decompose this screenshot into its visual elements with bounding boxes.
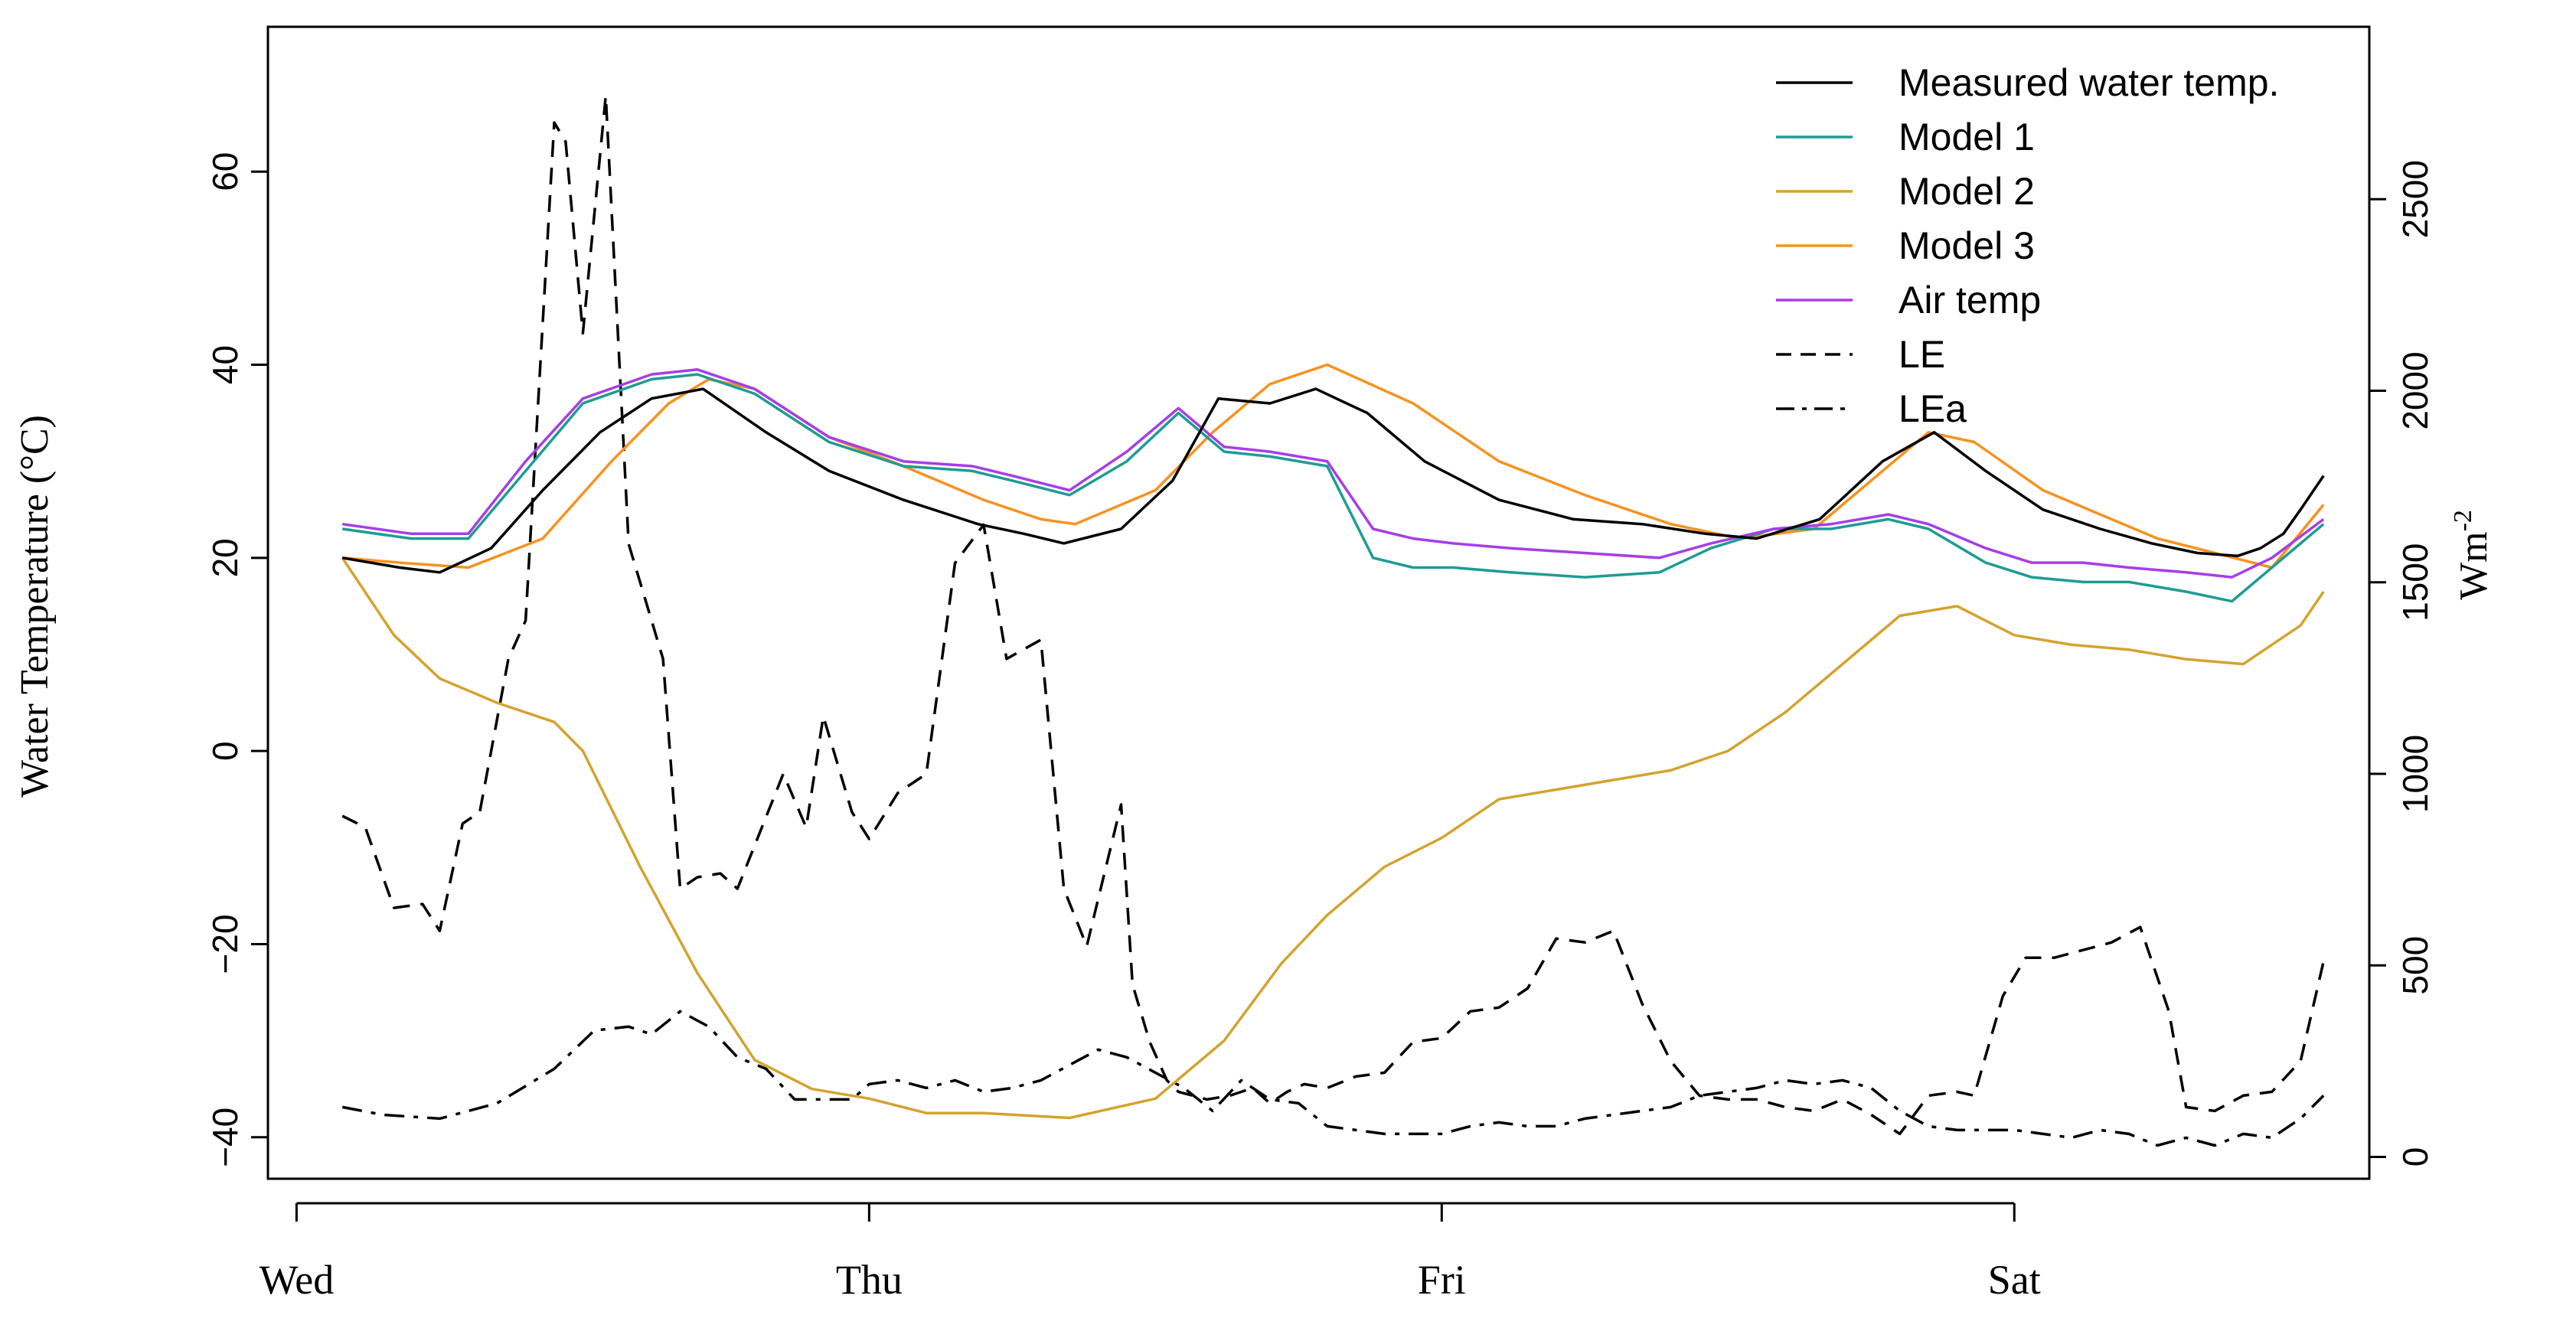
right-tick-label: 500 xyxy=(2395,936,2435,995)
right-tick-label: 2500 xyxy=(2395,160,2435,238)
right-tick-label: 1000 xyxy=(2395,735,2435,813)
x-axis: Wed Thu Fri Sat xyxy=(260,1202,2041,1303)
right-tick-label: 2000 xyxy=(2395,351,2435,429)
x-tick-label: Fri xyxy=(1418,1257,1466,1303)
legend-label: Measured water temp. xyxy=(1899,61,2279,104)
series-layer xyxy=(341,94,2325,1147)
plot-frame xyxy=(266,25,2371,1180)
series-line-model-2 xyxy=(341,556,2325,1120)
left-tick-label: −20 xyxy=(205,914,245,974)
left-tick-label: 40 xyxy=(205,345,245,384)
right-tick-label: 0 xyxy=(2395,1147,2435,1167)
legend-label: LEa xyxy=(1899,387,1967,430)
left-tick-label: 60 xyxy=(205,152,245,191)
right-tick-label: 1500 xyxy=(2395,543,2435,622)
left-axis: −40 −20 0 20 40 60 xyxy=(205,152,269,1167)
left-tick-label: −40 xyxy=(205,1108,245,1167)
x-tick-label: Thu xyxy=(836,1257,903,1303)
legend-label: Model 1 xyxy=(1899,116,2035,158)
series-line-lea xyxy=(341,1010,2325,1147)
series-line-air-temp xyxy=(341,368,2325,579)
series-line-le xyxy=(341,94,2325,1136)
left-tick-label: 20 xyxy=(205,538,245,577)
x-tick-label: Wed xyxy=(260,1257,335,1303)
legend-label: Model 2 xyxy=(1899,170,2035,213)
left-tick-label: 0 xyxy=(205,741,245,761)
series-line-model-1 xyxy=(341,373,2325,603)
legend-label: LE xyxy=(1899,333,1945,376)
legend: Measured water temp. Model 1 Model 2 Model … xyxy=(1776,61,2279,430)
y2-axis-title: Wm-2 xyxy=(2449,510,2496,600)
series-line-model-3 xyxy=(342,363,2325,569)
legend-label: Model 3 xyxy=(1899,224,2035,267)
x-tick-label: Sat xyxy=(1988,1257,2041,1303)
series-line-measured-water-temp xyxy=(341,387,2325,574)
y-axis-title: Water Temperature (°C) xyxy=(13,415,57,798)
legend-label: Air temp xyxy=(1899,279,2041,321)
right-axis: 0 500 1000 1500 2000 2500 xyxy=(2368,160,2435,1167)
